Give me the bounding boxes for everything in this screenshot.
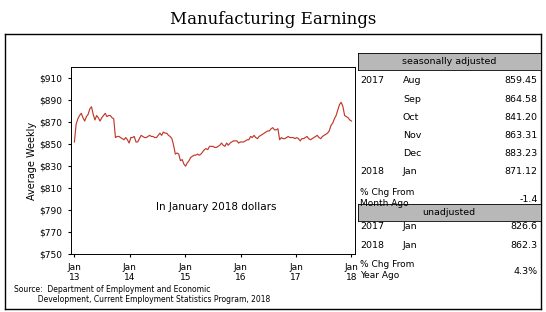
- Text: seasonally adjusted: seasonally adjusted: [402, 57, 496, 66]
- Text: Source:  Department of Employment and Economic
          Development, Current Em: Source: Department of Employment and Eco…: [14, 285, 270, 304]
- Text: 841.20: 841.20: [505, 113, 538, 122]
- Text: Jan: Jan: [403, 167, 418, 176]
- Text: In January 2018 dollars: In January 2018 dollars: [156, 202, 277, 212]
- Text: 2018: 2018: [360, 241, 384, 250]
- Text: 2017: 2017: [360, 222, 384, 232]
- Text: 863.31: 863.31: [505, 131, 538, 140]
- Text: Jan: Jan: [403, 222, 418, 232]
- Text: unadjusted: unadjusted: [423, 208, 476, 217]
- Text: Jan: Jan: [403, 241, 418, 250]
- Text: -1.4: -1.4: [519, 195, 538, 204]
- Text: 862.3: 862.3: [511, 241, 538, 250]
- Text: % Chg From
Month Ago: % Chg From Month Ago: [360, 188, 415, 208]
- Text: Aug: Aug: [403, 76, 422, 85]
- Text: 4.3%: 4.3%: [514, 267, 538, 276]
- Text: 864.58: 864.58: [505, 95, 538, 104]
- Text: 859.45: 859.45: [505, 76, 538, 85]
- Y-axis label: Average Weekly: Average Weekly: [27, 122, 37, 200]
- Text: Oct: Oct: [403, 113, 419, 122]
- Text: 883.23: 883.23: [505, 149, 538, 158]
- Text: Manufacturing Earnings: Manufacturing Earnings: [170, 11, 376, 28]
- Text: Dec: Dec: [403, 149, 422, 158]
- Text: % Chg From
Year Ago: % Chg From Year Ago: [360, 260, 415, 280]
- Text: 871.12: 871.12: [505, 167, 538, 176]
- Text: 2018: 2018: [360, 167, 384, 176]
- Text: Sep: Sep: [403, 95, 421, 104]
- Text: 2017: 2017: [360, 76, 384, 85]
- Text: 826.6: 826.6: [511, 222, 538, 232]
- Text: Nov: Nov: [403, 131, 422, 140]
